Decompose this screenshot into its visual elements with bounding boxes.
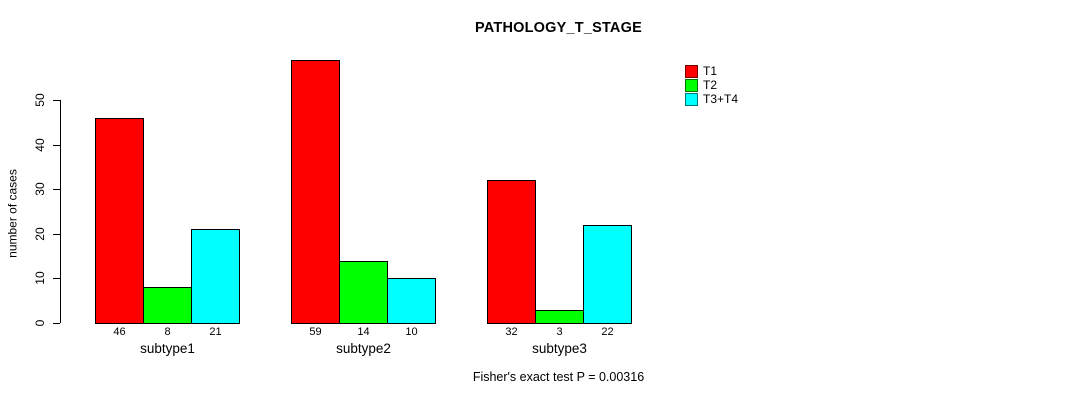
y-tick-mark xyxy=(53,233,60,235)
legend-item-T3+T4: T3+T4 xyxy=(685,92,738,106)
legend-label: T1 xyxy=(703,63,718,78)
bar-subtype3-T2 xyxy=(535,310,584,324)
legend-label: T3+T4 xyxy=(703,91,739,106)
y-tick-label: 40 xyxy=(33,137,47,152)
bar-value-label: 46 xyxy=(113,326,126,338)
y-tick-mark xyxy=(53,278,60,280)
bar-subtype2-T3+T4 xyxy=(387,278,436,324)
y-tick-mark xyxy=(53,189,60,191)
y-tick-mark xyxy=(53,144,60,146)
bar-value-label: 14 xyxy=(357,326,370,338)
y-tick-label: 30 xyxy=(33,182,47,196)
bar-value-label: 59 xyxy=(309,326,322,338)
y-axis-line xyxy=(60,100,61,323)
bar-value-label: 21 xyxy=(209,326,222,338)
legend-swatch xyxy=(685,92,698,106)
chart-title: PATHOLOGY_T_STAGE xyxy=(475,20,642,36)
category-label-subtype2: subtype2 xyxy=(336,341,391,356)
bar-value-label: 8 xyxy=(164,326,171,338)
legend-swatch xyxy=(685,78,698,92)
bar-subtype1-T1 xyxy=(95,118,144,324)
bar-value-label: 32 xyxy=(505,326,518,338)
category-label-subtype1: subtype1 xyxy=(140,341,195,356)
y-tick-label: 0 xyxy=(33,319,47,327)
category-label-subtype3: subtype3 xyxy=(532,341,587,356)
y-axis-label: number of cases xyxy=(5,169,20,258)
y-tick-label: 20 xyxy=(33,227,47,241)
bar-value-label: 22 xyxy=(601,326,614,338)
bar-subtype3-T3+T4 xyxy=(583,225,632,324)
bar-value-label: 10 xyxy=(405,326,418,338)
y-tick-label: 50 xyxy=(33,93,47,107)
bar-subtype2-T1 xyxy=(291,60,340,324)
legend-item-T2: T2 xyxy=(685,78,738,92)
bar-subtype2-T2 xyxy=(339,261,388,324)
y-tick-mark xyxy=(53,323,60,324)
bar-value-label: 3 xyxy=(556,326,563,338)
y-tick-label: 10 xyxy=(33,271,47,286)
bar-subtype1-T2 xyxy=(143,287,192,324)
bar-subtype3-T1 xyxy=(487,180,536,324)
legend: T1 T2 T3+T4 xyxy=(685,64,738,106)
y-tick-mark xyxy=(53,100,60,101)
annotation-text: Fisher's exact test P = 0.00316 xyxy=(472,370,645,384)
legend-swatch xyxy=(685,64,698,78)
legend-item-T1: T1 xyxy=(685,64,738,78)
bar-subtype1-T3+T4 xyxy=(191,229,240,324)
legend-label: T2 xyxy=(703,77,718,92)
